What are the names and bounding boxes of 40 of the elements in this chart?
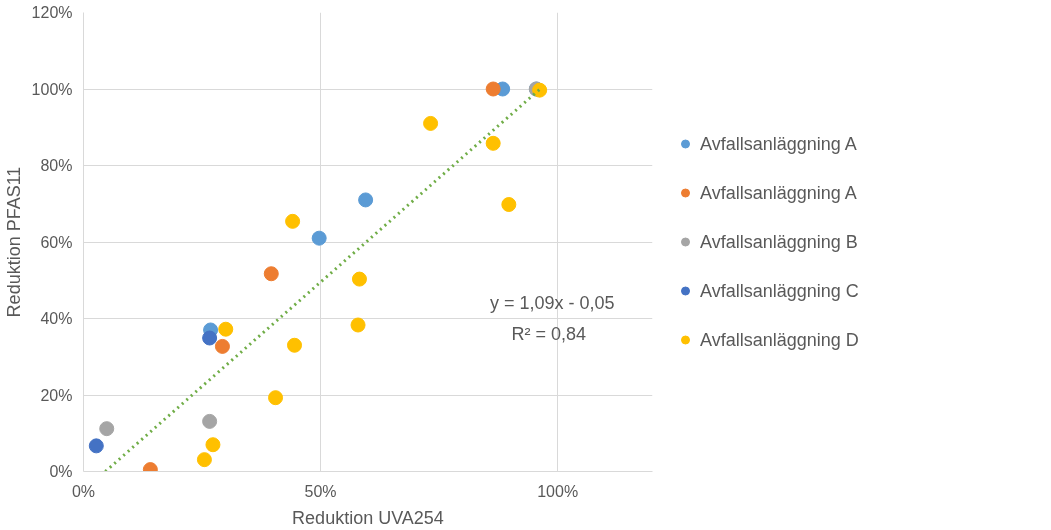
legend-label: Avfallsanläggning B — [700, 231, 858, 252]
point — [214, 338, 230, 354]
point — [218, 321, 234, 337]
y-tick-label: 80% — [40, 157, 73, 174]
legend-label: Avfallsanläggning A — [700, 182, 857, 203]
point — [205, 437, 221, 453]
x-tick-label: 100% — [537, 482, 579, 500]
point — [501, 197, 517, 212]
y-tick-label: 20% — [40, 386, 73, 404]
legend-label: Avfallsanläggning C — [700, 280, 859, 301]
point — [351, 271, 367, 287]
y-tick-label: 60% — [40, 233, 73, 251]
legend-label: Avfallsanläggning A — [700, 133, 857, 154]
point — [350, 317, 366, 333]
point — [196, 452, 212, 468]
point — [485, 81, 501, 97]
point — [99, 421, 115, 437]
annotation: R² = 0,84 — [511, 323, 587, 344]
point — [423, 115, 439, 131]
y-tick-label: 100% — [31, 80, 73, 98]
x-tick-label: 50% — [304, 482, 337, 500]
point — [268, 390, 284, 406]
point — [202, 330, 218, 346]
point — [358, 192, 374, 208]
legend-label: Avfallsanläggning D — [700, 329, 859, 350]
point — [88, 438, 104, 454]
point — [263, 266, 279, 282]
point — [311, 230, 327, 246]
point — [202, 413, 218, 429]
y-tick-label: 120% — [31, 4, 73, 21]
y-axis-title: Reduktion PFAS11 — [3, 166, 24, 318]
point — [532, 82, 548, 98]
point — [485, 135, 501, 151]
y-tick-label: 40% — [40, 310, 73, 327]
x-axis-title: Reduktion UVA254 — [292, 507, 444, 528]
y-tick-label: 0% — [49, 463, 73, 480]
x-tick-label: 0% — [71, 482, 96, 500]
point — [287, 337, 302, 353]
annotation: y = 1,09x - 0,05 — [489, 293, 615, 314]
point — [285, 213, 301, 229]
